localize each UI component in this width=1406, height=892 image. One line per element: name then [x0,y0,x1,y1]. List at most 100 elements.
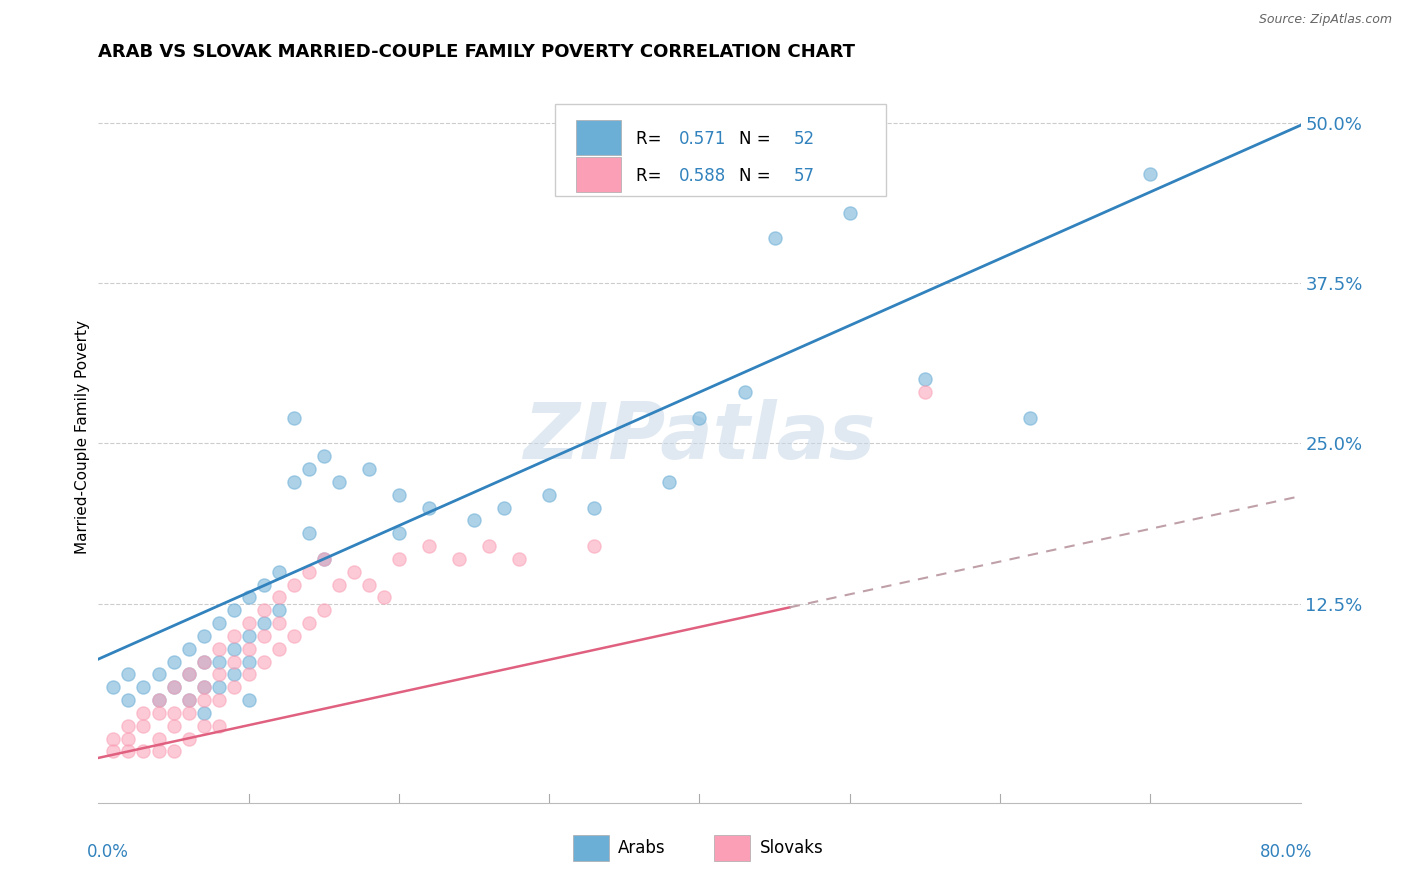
Point [343,565,366,579]
Point [222,641,245,656]
Text: N =: N = [740,129,776,148]
Point [373,591,395,605]
Point [283,475,305,489]
Text: 52: 52 [793,129,814,148]
Point [193,655,215,669]
FancyBboxPatch shape [555,104,886,195]
Point [1139,167,1161,181]
Point [177,667,200,681]
Point [253,577,276,591]
Point [328,577,350,591]
Text: Arabs: Arabs [617,839,665,857]
FancyBboxPatch shape [575,120,621,154]
Point [447,552,470,566]
Point [734,385,756,400]
Point [208,616,231,631]
Point [208,681,231,695]
Point [583,539,606,553]
Point [177,667,200,681]
Point [177,641,200,656]
Point [193,693,215,707]
Text: 57: 57 [793,167,814,185]
Text: 0.0%: 0.0% [86,843,128,861]
Point [238,591,260,605]
Point [177,731,200,746]
Point [103,731,125,746]
Point [253,629,276,643]
Point [253,616,276,631]
Point [208,719,231,733]
Point [193,719,215,733]
Point [103,681,125,695]
Point [132,744,155,758]
Point [388,488,411,502]
Point [222,681,245,695]
Text: R=: R= [636,167,666,185]
Point [418,539,440,553]
Point [177,706,200,720]
Point [193,629,215,643]
Text: Slovaks: Slovaks [759,839,824,857]
Y-axis label: Married-Couple Family Poverty: Married-Couple Family Poverty [75,320,90,554]
Point [193,681,215,695]
Point [238,667,260,681]
Point [103,744,125,758]
Point [177,693,200,707]
Point [478,539,501,553]
Point [312,552,335,566]
Point [583,500,606,515]
FancyBboxPatch shape [575,157,621,192]
Point [388,552,411,566]
Point [132,719,155,733]
Point [1019,410,1042,425]
Point [222,655,245,669]
Point [388,526,411,541]
Point [508,552,530,566]
Point [132,706,155,720]
Text: ARAB VS SLOVAK MARRIED-COUPLE FAMILY POVERTY CORRELATION CHART: ARAB VS SLOVAK MARRIED-COUPLE FAMILY POV… [98,44,855,62]
Point [283,577,305,591]
Text: 80.0%: 80.0% [1260,843,1313,861]
Point [162,719,184,733]
Point [914,385,936,400]
Point [267,565,290,579]
Point [357,462,380,476]
Point [838,205,860,219]
Point [148,744,170,758]
Point [162,706,184,720]
Point [763,231,786,245]
Point [418,500,440,515]
Point [238,641,260,656]
Point [283,410,305,425]
Point [117,731,139,746]
Point [253,603,276,617]
Point [494,500,516,515]
Point [238,616,260,631]
Point [148,731,170,746]
Point [193,706,215,720]
Point [177,693,200,707]
Text: Source: ZipAtlas.com: Source: ZipAtlas.com [1258,13,1392,27]
Point [222,603,245,617]
Point [312,603,335,617]
Text: 0.588: 0.588 [679,167,727,185]
Point [538,488,561,502]
Point [162,655,184,669]
Point [658,475,681,489]
Point [162,744,184,758]
Point [222,667,245,681]
Point [117,693,139,707]
Point [162,681,184,695]
Point [222,629,245,643]
Text: N =: N = [740,167,776,185]
Point [193,681,215,695]
Point [148,693,170,707]
Point [312,552,335,566]
Point [283,629,305,643]
Point [117,667,139,681]
Point [208,667,231,681]
Point [117,744,139,758]
Point [914,372,936,386]
Point [162,681,184,695]
Point [357,577,380,591]
